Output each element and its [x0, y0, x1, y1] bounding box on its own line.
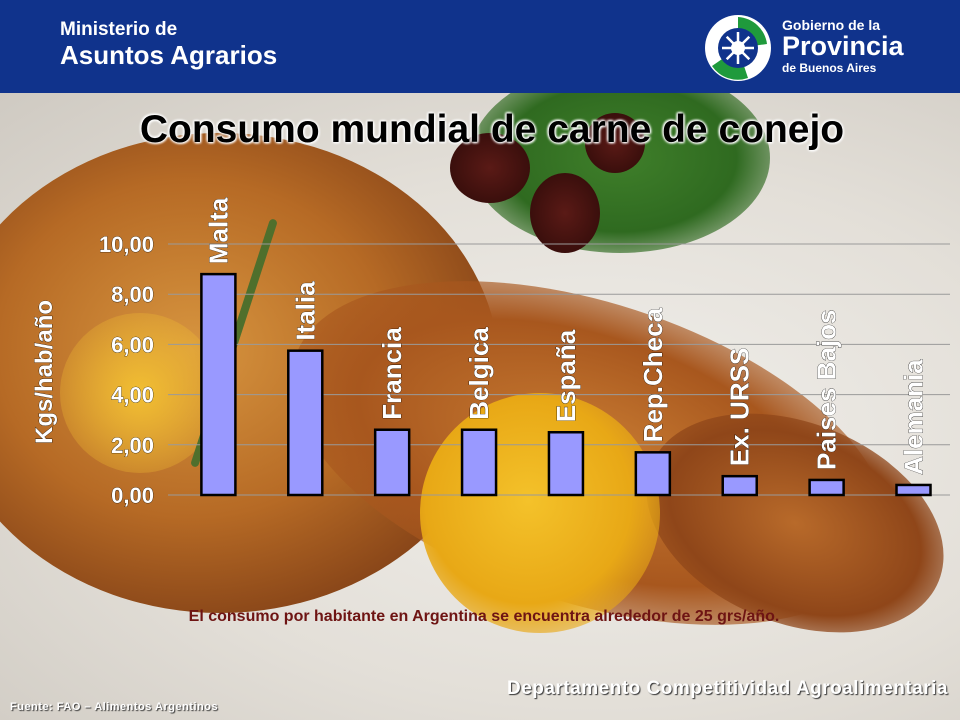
- olive-shape: [585, 113, 645, 173]
- bar: [721, 474, 758, 497]
- category-label: España: [551, 329, 581, 422]
- departamento-label: Departamento Competitividad Agroalimenta…: [507, 678, 948, 699]
- ministerio-logo: Ministerio de Asuntos Agrarios: [60, 20, 277, 68]
- y-tick-label: 6,00: [111, 332, 154, 357]
- category-label: Italia: [290, 281, 320, 341]
- bar: [200, 272, 237, 497]
- ministerio-line2: Asuntos Agrarios: [60, 40, 278, 70]
- bar: [460, 428, 498, 497]
- y-tick-label: 0,00: [111, 483, 154, 508]
- gobierno-logo: Gobierno de la Provincia de Buenos Aires: [704, 14, 934, 82]
- category-label: Francia: [377, 327, 407, 420]
- chart-title: Consumo mundial de carne de conejo: [139, 108, 845, 151]
- argentina-note: El consumo por habitante en Argentina se…: [188, 608, 780, 625]
- oil-shape: [420, 393, 660, 633]
- gobierno-line2: Provincia: [782, 31, 904, 61]
- gobierno-text: Gobierno de la Provincia de Buenos Aires: [782, 18, 904, 74]
- olive-shape: [450, 133, 530, 203]
- bar: [547, 431, 585, 497]
- y-tick-label: 4,00: [111, 383, 154, 408]
- gobierno-line1: Gobierno de la: [782, 17, 881, 33]
- category-label: Malta: [203, 197, 233, 264]
- category-label: Paises Bajos: [812, 310, 842, 470]
- y-tick-label: 2,00: [111, 433, 154, 458]
- food-photo-background: [0, 93, 960, 720]
- y-tick-label: 10,00: [99, 232, 154, 257]
- category-labels: Malta Italia Francia Belgica España Rep.Checa…: [203, 197, 929, 475]
- olive-shape: [530, 173, 600, 253]
- y-axis-label: Kgs/hab/año: [31, 300, 58, 444]
- category-label: Ex. URSS: [725, 348, 755, 467]
- bar: [373, 428, 411, 497]
- category-label: Alemania: [899, 359, 929, 475]
- header-bar: Ministerio de Asuntos Agrarios Gobierno …: [0, 0, 960, 93]
- provincia-emblem-icon: [705, 15, 771, 81]
- category-label: Belgica: [464, 327, 494, 420]
- y-axis-ticks: 0,00 2,00 4,00 6,00 8,00 10,00: [99, 232, 155, 509]
- chart-bars: [200, 272, 932, 497]
- y-tick-label: 8,00: [111, 282, 154, 307]
- bar: [634, 451, 672, 497]
- category-label: Rep.Checa: [638, 307, 668, 442]
- bar: [808, 478, 845, 497]
- ministerio-line1: Ministerio de: [60, 19, 178, 40]
- oil-shape: [60, 313, 220, 473]
- source-label: Fuente: FAO – Alimentos Argentinos: [10, 701, 219, 713]
- bar: [287, 349, 324, 497]
- gobierno-line3: de Buenos Aires: [782, 61, 877, 75]
- bar: [895, 483, 932, 497]
